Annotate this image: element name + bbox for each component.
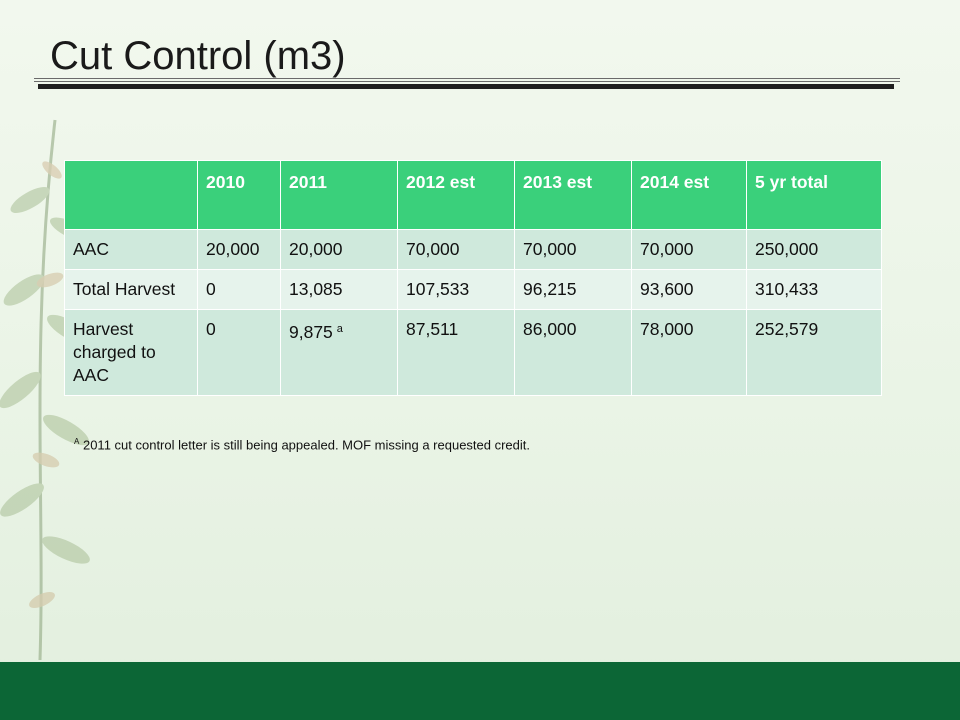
row-label: AAC (64, 229, 198, 270)
header-cell-2013: 2013 est (514, 160, 632, 230)
cut-control-table: 2010 2011 2012 est 2013 est 2014 est 5 y… (64, 160, 882, 396)
header-cell-2010: 2010 (197, 160, 281, 230)
table-cell: 96,215 (514, 269, 632, 310)
table-cell: 252,579 (746, 309, 882, 396)
slide-title: Cut Control (m3) (50, 34, 346, 78)
table-row: Harvest charged to AAC 0 9,875 a 87,511 8… (64, 309, 882, 396)
table-cell: 310,433 (746, 269, 882, 310)
table-cell: 86,000 (514, 309, 632, 396)
bottom-band (0, 662, 960, 720)
table-cell: 93,600 (631, 269, 747, 310)
table-cell: 70,000 (514, 229, 632, 270)
table-cell: 9,875 a (280, 309, 398, 396)
header-cell-2012: 2012 est (397, 160, 515, 230)
table-cell: 250,000 (746, 229, 882, 270)
footnote: A 2011 cut control letter is still being… (74, 437, 530, 452)
footnote-text: 2011 cut control letter is still being a… (82, 437, 531, 453)
row-label: Harvest charged to AAC (64, 309, 198, 396)
table-cell: 13,085 (280, 269, 398, 310)
table-header-row: 2010 2011 2012 est 2013 est 2014 est 5 y… (64, 160, 882, 230)
cell-value: 9,875 (289, 322, 333, 342)
table-cell: 70,000 (631, 229, 747, 270)
table-cell: 70,000 (397, 229, 515, 270)
header-cell-2011: 2011 (280, 160, 398, 230)
footnote-marker: A (74, 437, 80, 446)
table-cell: 0 (197, 269, 281, 310)
row-label: Total Harvest (64, 269, 198, 310)
title-rule (34, 76, 900, 92)
header-cell-2014: 2014 est (631, 160, 747, 230)
table-cell: 107,533 (397, 269, 515, 310)
header-cell-blank (64, 160, 198, 230)
table-cell: 87,511 (397, 309, 515, 396)
table-row: AAC 20,000 20,000 70,000 70,000 70,000 2… (64, 229, 882, 270)
table-row: Total Harvest 0 13,085 107,533 96,215 93… (64, 269, 882, 310)
header-cell-total: 5 yr total (746, 160, 882, 230)
table-cell: 78,000 (631, 309, 747, 396)
table-cell: 20,000 (280, 229, 398, 270)
table-cell: 20,000 (197, 229, 281, 270)
table-cell: 0 (197, 309, 281, 396)
footnote-mark: a (336, 323, 343, 335)
